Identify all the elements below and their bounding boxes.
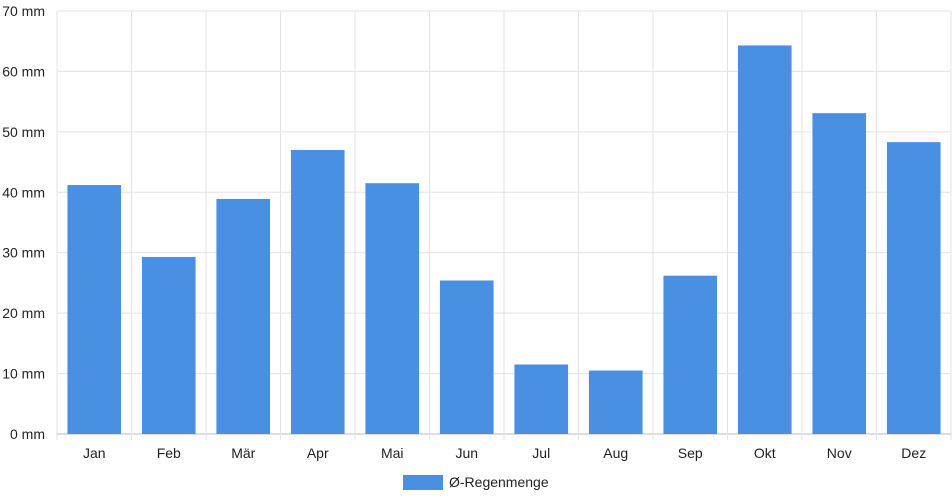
bar-4 [365,183,420,434]
bar-6 [514,364,569,434]
bar-5 [439,280,494,434]
bar-3 [290,149,345,434]
bar-9 [737,45,792,435]
x-tick-label: Feb [157,445,181,461]
y-tick-label: 70 mm [2,3,45,19]
x-tick-label: Jun [455,445,478,461]
y-tick-label: 30 mm [2,245,45,261]
bar-8 [663,275,718,434]
x-tick-label: Nov [827,445,852,461]
legend-label[interactable]: Ø-Regenmenge [449,474,549,490]
x-tick-label: Aug [603,445,628,461]
x-tick-label: Mär [231,445,255,461]
x-tick-label: Apr [307,445,329,461]
bar-1 [141,256,196,434]
legend[interactable]: Ø-Regenmenge [403,474,549,490]
bar-layer [67,45,941,435]
label-layer: 0 mm 10 mm 20 mm 30 mm 40 mm 50 mm 60 mm 70 mm J… [2,3,926,461]
x-tick-label: Sep [678,445,703,461]
x-tick-label: Jan [83,445,106,461]
bar-2 [216,198,271,434]
y-tick-label: 40 mm [2,184,45,200]
y-tick-label: 20 mm [2,305,45,321]
bar-0 [67,185,122,434]
grid-layer [56,10,952,440]
y-tick-label: 50 mm [2,124,45,140]
x-tick-label: Okt [754,445,776,461]
x-tick-label: Dez [901,445,926,461]
bar-11 [886,142,941,434]
bar-10 [812,113,867,435]
legend-swatch[interactable] [403,475,443,490]
bar-7 [588,370,643,434]
x-tick-label: Jul [532,445,550,461]
x-tick-label: Mai [381,445,404,461]
y-tick-label: 10 mm [2,366,45,382]
y-tick-label: 0 mm [10,426,45,442]
y-tick-label: 60 mm [2,63,45,79]
